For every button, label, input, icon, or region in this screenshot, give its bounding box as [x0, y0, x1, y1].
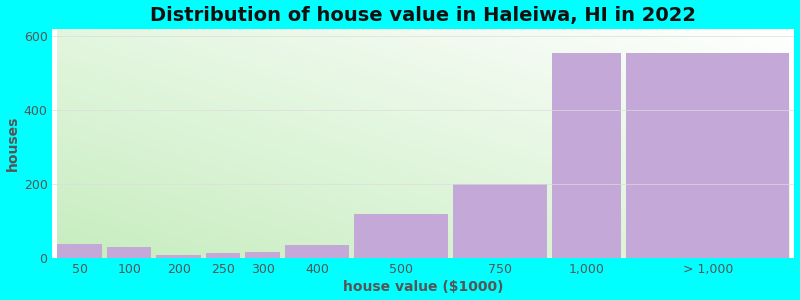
- Title: Distribution of house value in Haleiwa, HI in 2022: Distribution of house value in Haleiwa, …: [150, 6, 697, 25]
- Y-axis label: houses: houses: [6, 116, 19, 171]
- Bar: [246, 252, 280, 258]
- Bar: [58, 244, 102, 258]
- Bar: [206, 253, 241, 258]
- Bar: [156, 255, 201, 258]
- Bar: [354, 214, 448, 258]
- Bar: [626, 53, 790, 258]
- Bar: [453, 184, 547, 258]
- Bar: [552, 53, 622, 258]
- Bar: [285, 245, 350, 258]
- Bar: [107, 247, 151, 258]
- X-axis label: house value ($1000): house value ($1000): [343, 280, 504, 294]
